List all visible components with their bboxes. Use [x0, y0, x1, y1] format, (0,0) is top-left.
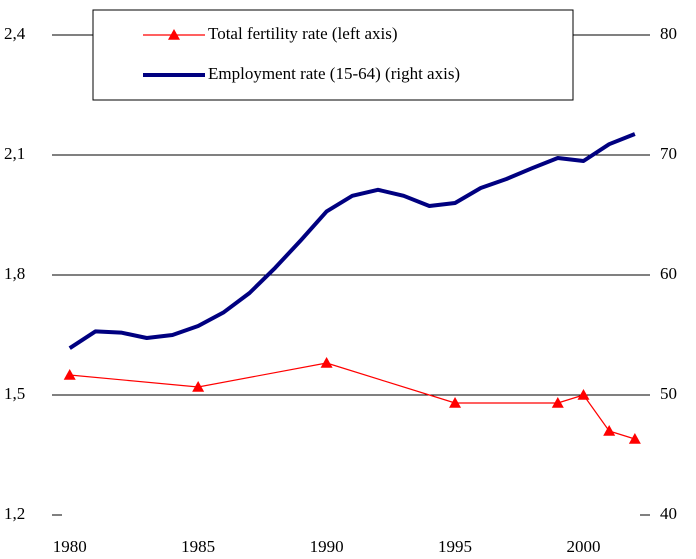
legend-label: Total fertility rate (left axis): [208, 24, 398, 43]
series-line: [69, 362, 636, 440]
y2-tick-label: 40: [660, 504, 677, 523]
y-tick-label: 2,4: [4, 24, 26, 43]
y-tick-label: 2,1: [4, 144, 25, 163]
legend: Total fertility rate (left axis) Employme…: [92, 9, 574, 101]
x-tick-label: 1990: [310, 537, 344, 556]
legend-marker: [168, 29, 180, 40]
x-tick-label: 1995: [438, 537, 472, 556]
point-marker: [603, 425, 616, 436]
point-marker: [449, 397, 462, 408]
x-tick-label: 2000: [566, 537, 600, 556]
x-tick-label: 1985: [181, 537, 215, 556]
point-marker: [577, 389, 590, 400]
point-marker: [551, 397, 564, 408]
x-tick-label: 1980: [53, 537, 87, 556]
point-marker: [63, 369, 76, 380]
y2-tick-label: 70: [660, 144, 677, 163]
point-marker: [320, 357, 333, 368]
legend-box: [92, 9, 574, 101]
y-tick-label: 1,5: [4, 384, 25, 403]
y-tick-label: 1,2: [4, 504, 25, 523]
legend-label: Employment rate (15-64) (right axis): [208, 64, 460, 83]
point-marker: [192, 381, 205, 392]
y2-tick-label: 80: [660, 24, 677, 43]
y2-tick-label: 50: [660, 384, 677, 403]
point-marker: [628, 433, 641, 444]
y-tick-label: 1,8: [4, 264, 25, 283]
y2-tick-label: 60: [660, 264, 677, 283]
series-line: [68, 132, 636, 350]
